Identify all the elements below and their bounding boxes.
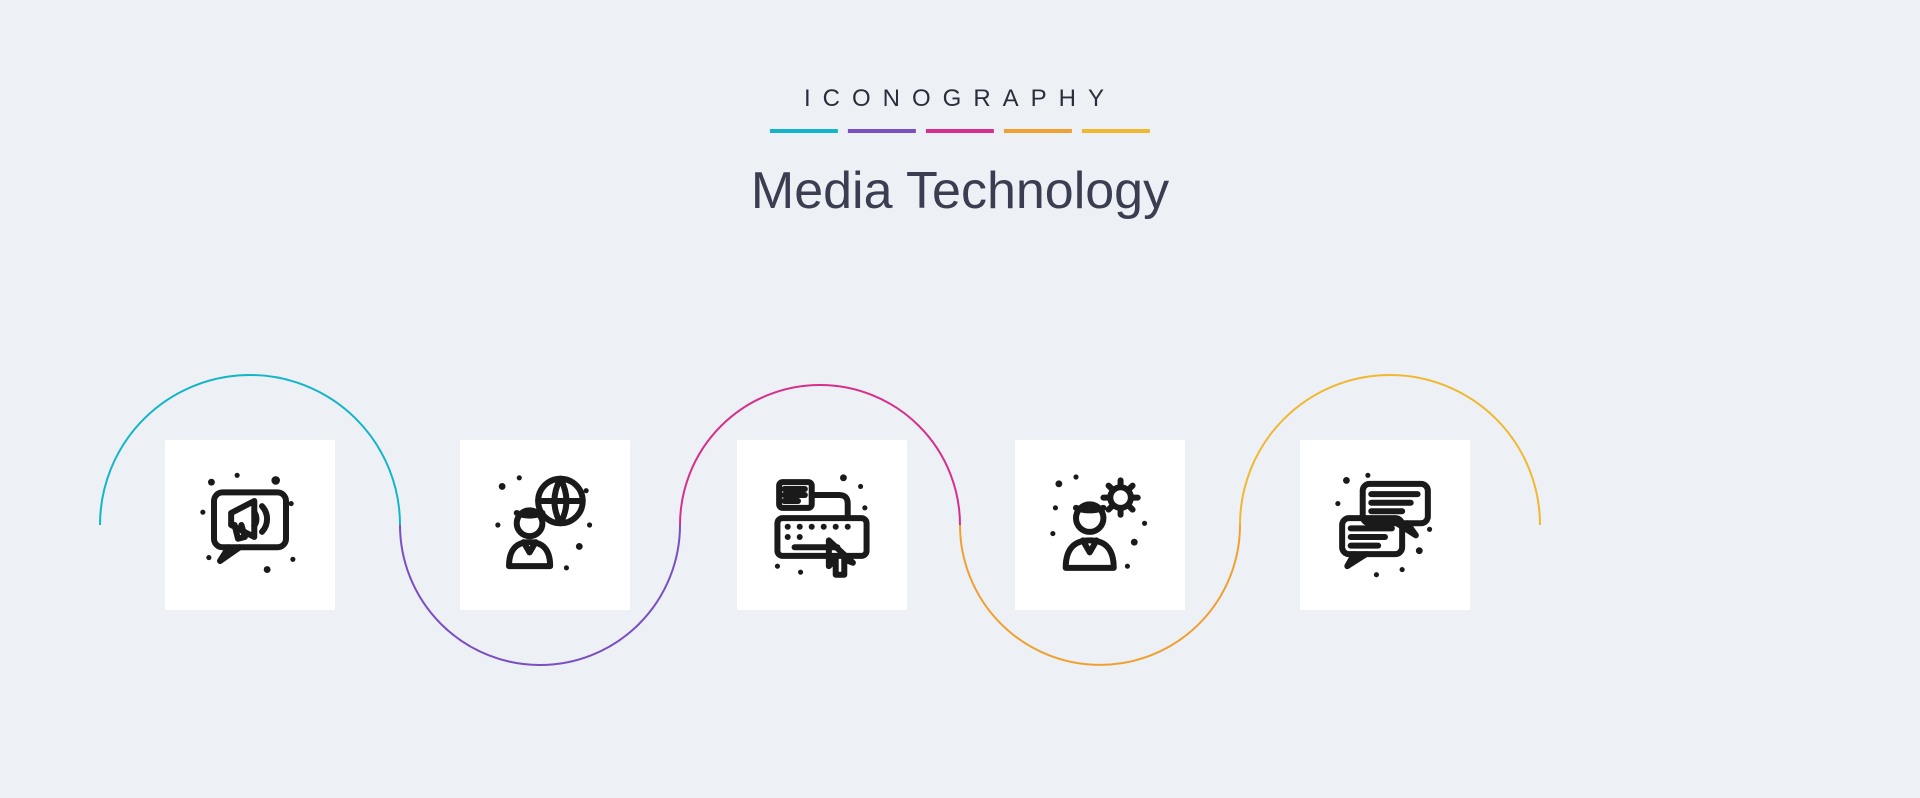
icon-card-keyboard: [737, 440, 907, 610]
global-user-icon: [485, 465, 605, 585]
icon-card-global-user: [460, 440, 630, 610]
icon-card-announcement: [165, 440, 335, 610]
page-title: Media Technology: [751, 161, 1169, 221]
chat-messages-icon: [1325, 465, 1445, 585]
icon-card-user-settings: [1015, 440, 1185, 610]
brand-label: ICONOGRAPHY: [751, 85, 1169, 113]
accent-bar-1: [770, 129, 838, 133]
accent-bar-4: [1004, 129, 1072, 133]
header: ICONOGRAPHY Media Technology: [751, 85, 1169, 221]
accent-bar-3: [926, 129, 994, 133]
icon-stage: [0, 320, 1920, 720]
accent-bar-2: [848, 129, 916, 133]
accent-bar-5: [1082, 129, 1150, 133]
announcement-megaphone-icon: [190, 465, 310, 585]
accent-bars: [751, 129, 1169, 133]
keyboard-input-icon: [762, 465, 882, 585]
user-settings-icon: [1040, 465, 1160, 585]
icon-card-chat: [1300, 440, 1470, 610]
